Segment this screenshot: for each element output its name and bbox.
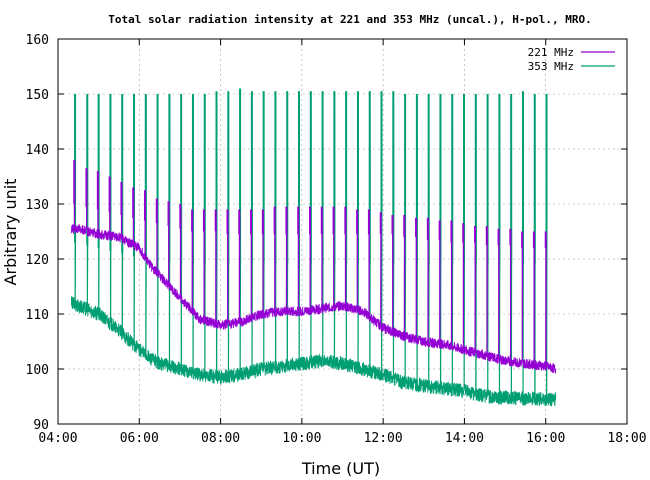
y-tick-label: 160 [26, 33, 49, 48]
plot-frame [57, 38, 628, 425]
x-axis-label: Time (UT) [301, 459, 380, 478]
x-tick-label: 16:00 [526, 431, 565, 446]
y-tick-label: 110 [26, 308, 49, 323]
legend-label: 221 MHz [528, 46, 574, 59]
x-tick-label: 04:00 [38, 431, 77, 446]
x-tick-label: 06:00 [120, 431, 159, 446]
x-tick-label: 10:00 [282, 431, 321, 446]
x-tick-label: 18:00 [607, 431, 646, 446]
y-tick-label: 140 [26, 143, 49, 158]
y-tick-label: 150 [26, 88, 49, 103]
series-layer [70, 88, 557, 407]
series-line-353mhz [70, 88, 557, 407]
x-tick-label: 12:00 [364, 431, 403, 446]
y-tick-label: 90 [33, 418, 49, 433]
legend-label: 353 MHz [528, 60, 574, 73]
axis-ticks: 90 100 110 120 130 140 150 160 04:00 06:00 08:00 10… [26, 33, 647, 446]
y-axis-label: Arbitrary unit [1, 179, 20, 286]
chart-title: Total solar radiation intensity at 221 a… [108, 13, 591, 26]
y-tick-label: 100 [26, 363, 49, 378]
x-tick-label: 08:00 [201, 431, 240, 446]
y-tick-label: 130 [26, 198, 49, 213]
y-tick-label: 120 [26, 253, 49, 268]
x-tick-label: 14:00 [445, 431, 484, 446]
